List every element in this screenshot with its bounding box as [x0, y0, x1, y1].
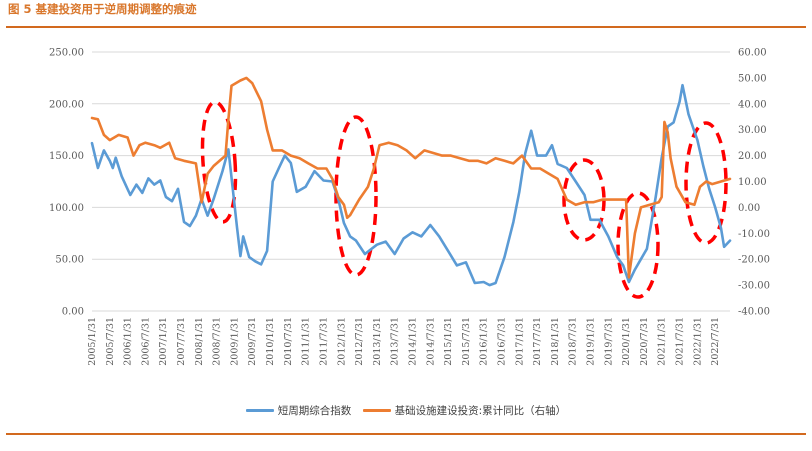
x-tick-label: 2013/7/31 [390, 317, 401, 366]
x-tick-label: 2019/7/31 [603, 317, 614, 366]
legend-item-series2: 基础设施建设投资:累计同比（右轴） [362, 403, 567, 418]
x-axis-ticks: 2005/1/31 2005/7/31 2006/1/31 2006/7/31 2007… [87, 317, 721, 366]
legend-swatch-series2 [362, 409, 391, 412]
x-tick-label: 2005/7/31 [105, 317, 116, 366]
x-tick-label: 2008/7/31 [212, 317, 223, 366]
y-right-tick-label: 40.00 [738, 99, 767, 110]
y-right-tick-label: -10.00 [738, 229, 770, 240]
x-tick-label: 2022/7/31 [710, 317, 721, 366]
y-right-tick-label: 50.00 [738, 73, 767, 84]
x-tick-label: 2021/7/31 [675, 317, 686, 366]
x-tick-label: 2006/1/31 [123, 317, 134, 366]
y-right-tick-label: 20.00 [738, 151, 767, 162]
x-tick-label: 2010/1/31 [265, 317, 276, 366]
x-tick-label: 2015/7/31 [461, 317, 472, 366]
bottom-rule [6, 433, 806, 435]
legend-item-series1: 短周期综合指数 [245, 403, 352, 418]
x-tick-label: 2014/7/31 [425, 317, 436, 366]
y-right-tick-label: -30.00 [738, 281, 770, 292]
y-right-tick-label: 0.00 [738, 203, 760, 214]
y-left-tick-label: 250.00 [49, 48, 84, 59]
legend-label-series2: 基础设施建设投资:累计同比（右轴） [394, 405, 567, 417]
y-left-tick-label: 0.00 [62, 307, 84, 318]
x-tick-label: 2009/1/31 [229, 317, 240, 366]
x-tick-label: 2021/1/31 [657, 317, 668, 366]
y-right-tick-label: -40.00 [738, 307, 770, 318]
x-tick-label: 2011/7/31 [318, 317, 329, 366]
x-tick-label: 2012/7/31 [354, 317, 365, 366]
x-tick-label: 2020/1/31 [621, 317, 632, 366]
y-right-tick-label: -20.00 [738, 255, 770, 266]
x-tick-label: 2017/7/31 [532, 317, 543, 366]
legend: 短周期综合指数 基础设施建设投资:累计同比（右轴） [0, 403, 812, 418]
x-tick-label: 2012/1/31 [336, 317, 347, 366]
x-tick-label: 2016/1/31 [479, 317, 490, 366]
x-tick-label: 2016/7/31 [497, 317, 508, 366]
x-tick-label: 2007/1/31 [158, 317, 169, 366]
x-tick-label: 2013/1/31 [372, 317, 383, 366]
x-tick-label: 2022/1/31 [692, 317, 703, 366]
y-axis-left-ticks: 0.00 50.00 100.00 150.00 200.00 250.00 [49, 48, 84, 318]
series-line-1 [90, 83, 732, 287]
highlight-ellipse-2022 [684, 121, 728, 245]
highlight-ellipse-2008 [200, 100, 238, 224]
y-left-tick-label: 50.00 [55, 255, 84, 266]
x-tick-label: 2014/1/31 [407, 317, 418, 366]
x-tick-label: 2017/1/31 [514, 317, 525, 366]
x-tick-label: 2007/7/31 [176, 317, 187, 366]
y-right-tick-label: 60.00 [738, 48, 767, 59]
highlight-ellipses [200, 100, 728, 299]
x-tick-label: 2010/7/31 [283, 317, 294, 366]
x-tick-label: 2011/1/31 [301, 317, 312, 366]
figure-title: 图 5 基建投资用于逆周期调整的痕迹 [8, 2, 197, 16]
x-tick-label: 2018/1/31 [550, 317, 561, 366]
y-left-tick-label: 150.00 [49, 151, 84, 162]
top-rule [6, 26, 806, 28]
x-tick-label: 2009/7/31 [247, 317, 258, 366]
y-left-tick-label: 200.00 [49, 99, 84, 110]
x-tick-label: 2015/1/31 [443, 317, 454, 366]
y-right-tick-label: 10.00 [738, 177, 767, 188]
series-layer [90, 76, 732, 287]
highlight-ellipse-2020 [616, 191, 660, 299]
x-tick-label: 2006/7/31 [140, 317, 151, 366]
x-tick-label: 2008/1/31 [194, 317, 205, 366]
x-tick-label: 2018/7/31 [568, 317, 579, 366]
legend-swatch-series1 [245, 409, 274, 412]
x-tick-label: 2020/7/31 [639, 317, 650, 366]
y-left-tick-label: 100.00 [49, 203, 84, 214]
y-axis-right-ticks: -40.00 -30.00 -20.00 -10.00 0.00 10.00 20.00 30… [738, 48, 770, 318]
legend-label-series1: 短周期综合指数 [277, 405, 352, 417]
x-tick-label: 2005/1/31 [87, 317, 98, 366]
series-line-2 [90, 76, 732, 279]
x-tick-label: 2019/1/31 [586, 317, 597, 366]
y-right-tick-label: 30.00 [738, 125, 767, 136]
